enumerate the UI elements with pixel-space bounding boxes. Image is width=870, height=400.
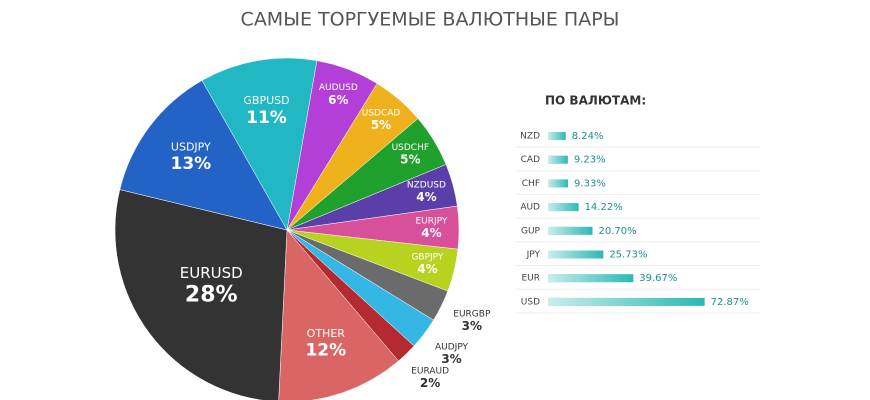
slice-name: EURUSD	[180, 264, 243, 282]
bar-sheen	[548, 155, 568, 164]
slice-name: GBPJPY	[411, 252, 443, 262]
value-label: 25.73%	[609, 250, 647, 261]
slice-label: 11%	[246, 108, 287, 128]
pie-slice	[119, 80, 288, 231]
slice-label: 6%	[328, 93, 348, 107]
slice-label: 2%	[420, 376, 440, 390]
bar-sheen	[548, 297, 705, 306]
slice-label: 28%	[185, 283, 238, 308]
y-tick-label: CAD	[521, 155, 540, 165]
slice-name: AUDJPY	[435, 342, 469, 352]
chart-title: САМЫЕ ТОРГУЕМЫЕ ВАЛЮТНЫЕ ПАРЫ	[241, 9, 620, 31]
pie-slice	[114, 189, 288, 400]
slice-label: 4%	[421, 226, 441, 240]
bar-sheen	[548, 226, 593, 235]
value-label: 39.67%	[639, 273, 677, 284]
slice-label: 5%	[400, 153, 420, 167]
slice-label: 5%	[371, 118, 391, 132]
y-tick-label: JPY	[526, 250, 541, 260]
slice-label: 4%	[416, 190, 436, 204]
bar-sheen	[548, 132, 566, 140]
slice-name: EURJPY	[416, 216, 448, 226]
y-tick-label: AUD	[520, 203, 540, 213]
value-label: 72.87%	[711, 297, 749, 308]
bar-title: ПО ВАЛЮТАМ:	[545, 94, 646, 108]
value-label: 8.24%	[572, 131, 604, 142]
slice-name: USDJPY	[171, 140, 211, 153]
slice-label: 3%	[441, 352, 461, 366]
slice-name: USDCAD	[362, 109, 401, 119]
pie-slice	[278, 229, 399, 400]
value-label: 9.23%	[574, 155, 606, 166]
slice-name: GBPUSD	[243, 94, 289, 107]
slice-label: 3%	[462, 319, 482, 333]
slice-label: 12%	[305, 341, 346, 361]
slice-label: 13%	[170, 154, 211, 174]
slice-name: USDCHF	[392, 143, 429, 153]
y-tick-label: USD	[521, 297, 540, 307]
slice-name: AUDUSD	[319, 83, 358, 93]
bar-sheen	[548, 250, 604, 259]
value-label: 9.33%	[574, 178, 606, 189]
y-tick-label: EUR	[521, 274, 540, 284]
slice-name: EURGBP	[453, 309, 491, 319]
y-tick-label: CHF	[522, 179, 540, 189]
y-tick-label: GUP	[521, 226, 541, 236]
slice-name: EURAUD	[411, 366, 449, 376]
bar-sheen	[548, 274, 634, 283]
y-tick-label: NZD	[520, 132, 540, 142]
slice-name: NZDUSD	[407, 180, 446, 190]
bar-sheen	[548, 203, 579, 212]
pie-slice	[201, 57, 318, 231]
bar-sheen	[548, 179, 569, 188]
slice-label: 4%	[417, 262, 437, 276]
slice-name: OTHER	[307, 327, 346, 340]
value-label: 20.70%	[599, 226, 637, 237]
value-label: 14.22%	[585, 202, 623, 213]
